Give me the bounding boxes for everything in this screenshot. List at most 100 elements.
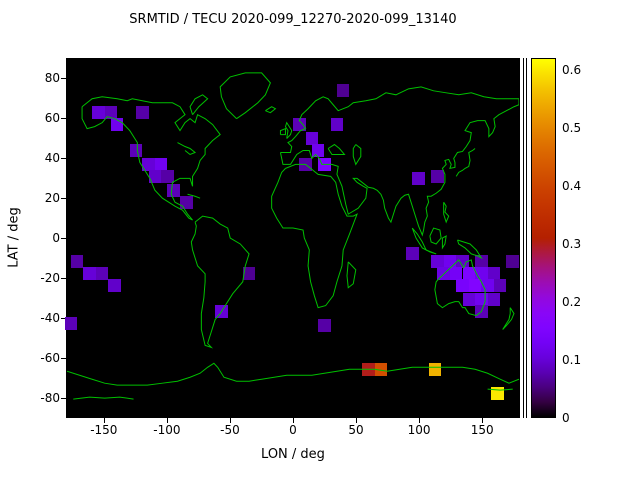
heatmap-cell [487,293,501,307]
x-tick-label: -150 [90,423,118,437]
coastline-path [426,250,436,254]
heatmap-cell [487,267,501,281]
y-tick-mark [61,238,66,239]
x-tick-mark [166,418,168,423]
coastline-path [347,262,356,288]
y-tick-mark [61,158,66,159]
heatmap-cell [95,267,109,281]
heatmap-cell [431,169,444,183]
x-axis-ticks: -150 -100 -50 0 50 100 150 [66,423,520,437]
coastline-path [328,145,344,155]
heatmap-cell [293,118,306,132]
y-axis-ticks: -80 -60 -40 -20 0 20 40 60 80 [16,58,60,418]
y-tick-label: 40 [44,151,60,165]
x-tick-label: -100 [153,423,181,437]
heatmap-cell [481,279,494,293]
coastline-path [353,145,361,165]
y-tick-mark [61,198,66,199]
heatmap-cell [242,267,256,281]
x-tick-mark [482,418,484,423]
heatmap-cell [428,362,442,376]
colorbar-tick-label: 0.3 [562,236,582,251]
chart-title: SRMTID / TECU 2020-099_12270-2020-099_13… [129,12,457,27]
heatmap-cell [475,305,488,319]
y-tick-mark [61,77,66,79]
colorbar-tick-label: 0.2 [562,294,582,309]
heatmap-cell [215,305,228,319]
coastline-path [442,236,446,248]
heatmap-cell [92,106,105,120]
y-axis-tickmarks [61,58,66,418]
y-tick-label: -40 [40,311,60,325]
heatmap-cell [167,183,180,197]
heatmap-cell [70,255,84,269]
coastline-path [220,73,270,119]
coastline-path [430,228,441,244]
y-tick-label: 80 [44,70,60,85]
heatmap-cell [129,144,143,157]
x-axis-tickmarks [66,418,520,423]
heatmap-cell [318,157,331,171]
heatmap-cell [412,171,425,185]
heatmap-cell [83,267,96,281]
x-tick-mark [293,418,294,423]
x-tick-label: -50 [220,423,240,437]
heatmap-cell [437,267,450,281]
y-tick-mark [61,398,66,399]
y-tick-mark [61,278,66,279]
heatmap-cell [161,169,174,183]
heatmap-cell [491,386,504,400]
heatmap-cell [136,106,149,120]
y-tick-label: 60 [44,111,60,125]
x-tick-label: 0 [289,423,297,437]
heatmap-cell [468,279,482,293]
coastline-path [73,397,133,399]
heatmap-cell [406,247,419,261]
coastlines-svg [67,59,519,417]
y-tick-label: -20 [40,271,60,285]
heatmap-cell [148,169,162,183]
heatmap-cell [456,279,469,293]
coastline-path [456,149,475,177]
heatmap-cell [64,317,78,330]
coastline-path [265,107,275,113]
coastline-path [67,363,519,385]
colorbar-tick-label: 0 [562,411,570,425]
colorbar-tick-label: 0.5 [562,120,582,135]
x-tick-mark [229,418,231,423]
coastline-path [285,123,291,139]
y-tick-label: -80 [40,391,60,405]
heatmap-cell [311,144,325,157]
heatmap-cell [362,362,375,376]
y-tick-mark [61,118,66,119]
frame-line [526,58,527,418]
frame-line [523,58,524,418]
heatmap-cell [108,279,121,293]
y-tick-mark [61,318,66,319]
x-axis-title: LON / deg [261,447,325,462]
heatmap-cell [330,118,344,132]
heatmap-cell [318,319,331,332]
x-tick-label: 100 [407,423,431,437]
y-tick-mark [61,358,66,359]
coastline-path [272,164,357,307]
heatmap-cell [374,362,388,376]
x-tick-mark [103,418,105,423]
coastline-path [191,216,249,347]
heatmap-cell [180,195,193,209]
heatmap-cell [336,84,350,98]
coastline-path [190,95,208,115]
colorbar [531,58,556,418]
x-tick-mark [356,418,358,423]
y-tick-label: 0 [52,231,60,245]
y-tick-label: 20 [44,191,60,205]
colorbar-tick-label: 0.1 [562,352,582,367]
y-tick-label: -60 [40,351,60,365]
heatmap-cell [299,157,312,171]
x-tick-label: 150 [470,423,494,437]
heatmap-cell [462,293,476,307]
coastline-path [177,143,195,155]
coastline-path [280,87,519,235]
coastline-path [503,308,514,330]
